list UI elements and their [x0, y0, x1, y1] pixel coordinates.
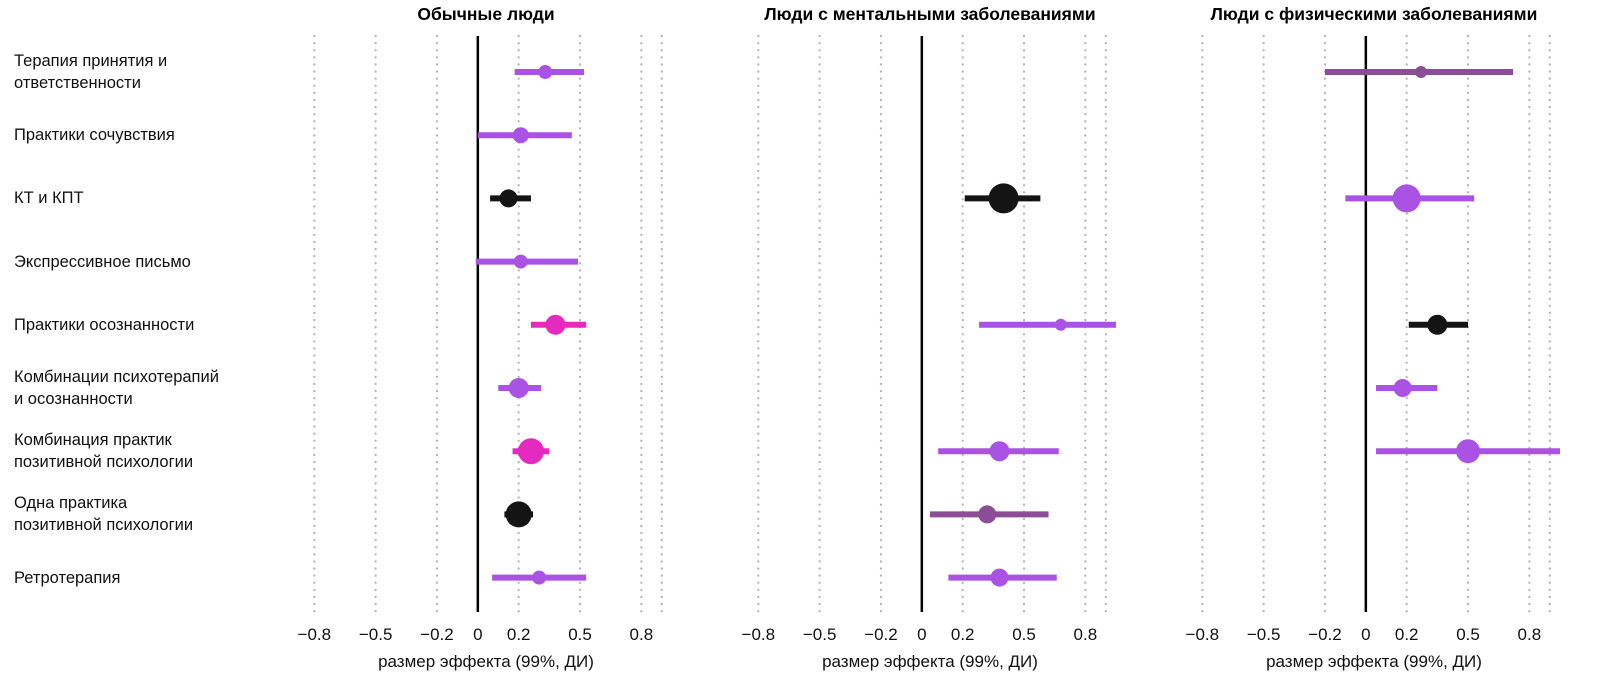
estimate-dot	[1054, 318, 1067, 331]
x-axis-label: размер эффекта (99%, ДИ)	[822, 652, 1038, 671]
x-tick-label: −0.5	[359, 625, 393, 644]
category-label: Экспрессивное письмо	[14, 252, 191, 271]
x-tick-label: 0.2	[951, 625, 975, 644]
x-tick-label: 0.5	[1012, 625, 1036, 644]
estimate-dot	[512, 127, 529, 144]
estimate-dot	[517, 438, 544, 465]
panel-title: Люди с ментальными заболеваниями	[764, 4, 1095, 24]
estimate-dot	[989, 441, 1010, 462]
estimate-dot	[508, 378, 529, 398]
x-axis-label: размер эффекта (99%, ДИ)	[1266, 652, 1482, 671]
x-axis-label: размер эффекта (99%, ДИ)	[378, 652, 594, 671]
estimate-dot	[988, 183, 1019, 214]
panel-chart: Люди с физическими заболеваниями −0.8 −0.5…	[1186, 4, 1560, 671]
estimate-dot	[545, 314, 566, 335]
x-tick-label: 0.5	[1456, 625, 1480, 644]
estimate-dot	[990, 568, 1009, 587]
x-tick-label: −0.2	[420, 625, 454, 644]
category-labels: Терапия принятия и ответственности Практи…	[0, 0, 300, 696]
category-label: Терапия принятия и ответственности	[14, 52, 168, 92]
category-label: КТ и КПТ	[14, 189, 84, 208]
estimate-dot	[513, 254, 528, 269]
estimate-dot	[505, 501, 532, 528]
x-tick-label: −0.5	[803, 625, 837, 644]
estimate-dot	[1456, 439, 1481, 464]
x-tick-label: 0.2	[1395, 625, 1419, 644]
estimate-dot	[978, 505, 997, 524]
x-tick-label: 0.8	[1518, 625, 1542, 644]
panel: Люди с физическими заболеваниями −0.8 −0.5…	[1186, 0, 1560, 696]
panel: Обычные люди −0.8 −0.5 −0.2 0 0.2 0.5 0.8 размер…	[298, 0, 672, 696]
x-tick-label: 0	[917, 625, 926, 644]
panel-chart: Люди с ментальными заболеваниями −0.8 −0.5…	[742, 4, 1116, 671]
estimate-dot	[1427, 314, 1448, 335]
category-label: Ретротерапия	[14, 568, 121, 587]
estimate-dot	[499, 189, 518, 208]
category-label: Практики сочувствия	[14, 126, 175, 145]
estimate-dot	[1415, 66, 1428, 78]
x-tick-label: 0.8	[630, 625, 654, 644]
x-tick-label: 0.2	[507, 625, 531, 644]
panel-title: Обычные люди	[417, 4, 554, 24]
category-label: Одна практика позитивной психологии	[14, 494, 194, 535]
panel-chart: Обычные люди −0.8 −0.5 −0.2 0 0.2 0.5 0.8 размер…	[298, 4, 663, 671]
x-tick-label: −0.8	[1186, 625, 1220, 644]
estimate-dot	[532, 570, 547, 585]
category-label: Комбинации психотерапий и осознанности	[14, 368, 219, 408]
panel: Люди с ментальными заболеваниями −0.8 −0.5…	[742, 0, 1116, 696]
panel-title: Люди с физическими заболеваниями	[1211, 4, 1538, 24]
estimate-dot	[1392, 184, 1421, 213]
x-tick-label: −0.2	[864, 625, 898, 644]
x-tick-label: 0	[1361, 625, 1370, 644]
category-label: Комбинация практик позитивной психологии	[14, 431, 194, 472]
x-tick-label: 0.8	[1074, 625, 1098, 644]
x-tick-label: −0.2	[1308, 625, 1342, 644]
x-tick-label: 0.5	[568, 625, 592, 644]
estimate-dot	[1393, 379, 1412, 397]
x-tick-label: −0.8	[298, 625, 332, 644]
estimate-dot	[538, 65, 553, 79]
x-tick-label: −0.5	[1247, 625, 1281, 644]
x-tick-label: −0.8	[742, 625, 776, 644]
category-label: Практики осознанности	[14, 315, 195, 334]
x-tick-label: 0	[473, 625, 482, 644]
